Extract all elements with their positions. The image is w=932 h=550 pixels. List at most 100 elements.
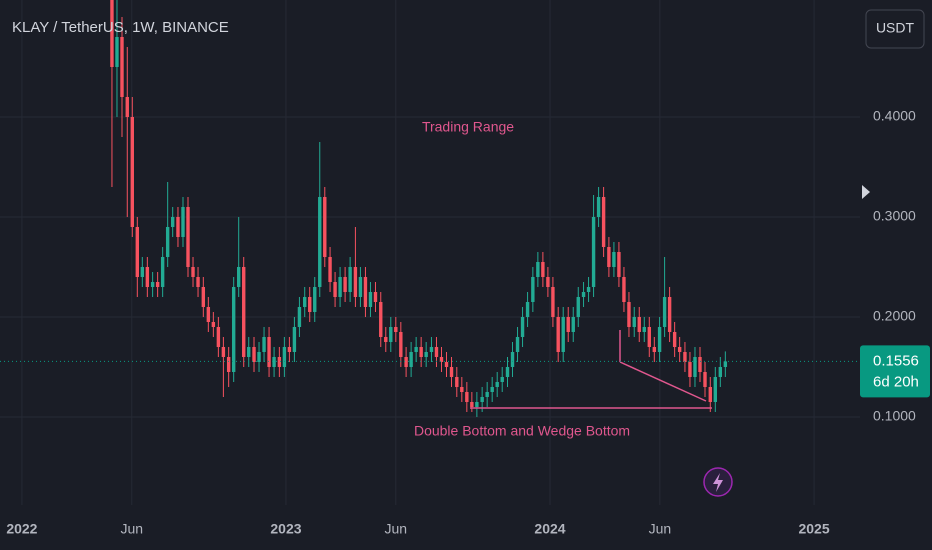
candle-body bbox=[414, 347, 418, 352]
candle-body bbox=[231, 287, 236, 372]
candle-body bbox=[358, 277, 363, 297]
scroll-arrow[interactable] bbox=[862, 185, 870, 199]
candle-body bbox=[612, 252, 616, 267]
candle-body bbox=[333, 282, 337, 297]
x-tick-label: 2025 bbox=[798, 521, 829, 537]
candle-body bbox=[536, 262, 540, 277]
x-tick-label: Jun bbox=[385, 521, 408, 537]
candle-body bbox=[130, 117, 134, 227]
candle-body bbox=[303, 297, 307, 307]
candle-body bbox=[125, 97, 129, 117]
candle-body bbox=[348, 267, 352, 292]
candle-body bbox=[546, 277, 550, 287]
candle-body bbox=[262, 337, 266, 352]
candle-body bbox=[470, 402, 474, 407]
candle-body bbox=[191, 267, 195, 277]
candle-body bbox=[389, 327, 393, 342]
candle-body bbox=[439, 357, 444, 362]
candle-body bbox=[708, 387, 712, 402]
candle-body bbox=[713, 377, 718, 402]
candle-body bbox=[677, 347, 682, 352]
candle-body bbox=[267, 337, 271, 367]
candle-body bbox=[571, 317, 575, 332]
candle-body bbox=[150, 282, 155, 287]
candle-body bbox=[353, 267, 358, 297]
candle-body bbox=[652, 347, 657, 352]
candle-body bbox=[434, 347, 439, 357]
candle-body bbox=[520, 317, 525, 337]
candle-body bbox=[419, 347, 423, 357]
annotation: Double Bottom and Wedge Bottom bbox=[414, 423, 630, 439]
candle-body bbox=[252, 347, 256, 362]
x-tick-label: 2024 bbox=[534, 521, 565, 537]
candle-body bbox=[551, 287, 555, 317]
candle-body bbox=[703, 372, 707, 387]
x-tick-label: 2022 bbox=[6, 521, 37, 537]
candle-body bbox=[318, 197, 322, 287]
candle-body bbox=[110, 0, 114, 67]
candle-body bbox=[637, 317, 641, 332]
candle-body bbox=[601, 197, 606, 247]
alert-bolt bbox=[713, 473, 723, 492]
candle-body bbox=[394, 327, 398, 332]
x-tick-label: Jun bbox=[649, 521, 672, 537]
candle-body bbox=[409, 352, 413, 367]
candle-body bbox=[485, 392, 489, 397]
candle-body bbox=[576, 297, 580, 317]
candle-body bbox=[718, 367, 723, 377]
candle-body bbox=[672, 332, 677, 347]
currency-label[interactable]: USDT bbox=[876, 20, 915, 36]
candle-body bbox=[277, 357, 282, 367]
candle-body bbox=[257, 352, 261, 362]
candle-body bbox=[460, 387, 464, 392]
candles bbox=[110, 0, 728, 417]
candle-body bbox=[221, 347, 226, 357]
candle-body bbox=[586, 287, 591, 292]
candle-body bbox=[607, 247, 611, 267]
candle-body bbox=[617, 252, 621, 277]
candle-body bbox=[115, 37, 119, 67]
candle-body bbox=[490, 387, 494, 392]
annotation: Trading Range bbox=[422, 119, 514, 135]
candle-body bbox=[627, 302, 631, 327]
candle-body bbox=[211, 322, 216, 327]
candle-body bbox=[657, 327, 662, 352]
candle-body bbox=[404, 357, 408, 367]
candle-body bbox=[242, 267, 246, 357]
grid bbox=[0, 0, 860, 505]
candle-body bbox=[379, 302, 383, 337]
candle-body bbox=[247, 347, 251, 357]
candle-body bbox=[495, 382, 499, 387]
countdown-label: 6d 20h bbox=[873, 373, 919, 390]
candle-body bbox=[449, 367, 454, 377]
candle-body bbox=[170, 217, 175, 227]
candle-body bbox=[622, 277, 626, 302]
candle-body bbox=[373, 292, 378, 302]
candle-body bbox=[135, 227, 140, 277]
candle-body bbox=[145, 267, 150, 287]
candle-body bbox=[683, 352, 687, 362]
candle-body bbox=[282, 347, 287, 367]
candle-body bbox=[308, 297, 312, 312]
candle-body bbox=[444, 362, 449, 367]
last-price-box bbox=[860, 345, 930, 398]
x-tick-label: Jun bbox=[120, 521, 143, 537]
x-tick-label: 2023 bbox=[270, 521, 301, 537]
candle-body bbox=[505, 367, 510, 377]
wedge-line bbox=[619, 361, 707, 402]
candle-body bbox=[531, 277, 535, 302]
candle-body bbox=[632, 317, 636, 327]
candle-body bbox=[647, 327, 651, 347]
candle-body bbox=[155, 282, 160, 287]
candle-body bbox=[561, 317, 565, 352]
candle-body bbox=[662, 297, 667, 327]
candle-body bbox=[596, 197, 601, 217]
candle-body bbox=[181, 207, 185, 237]
currency-button[interactable] bbox=[865, 9, 925, 49]
candle-body bbox=[160, 257, 165, 287]
candle-body bbox=[566, 317, 570, 332]
candle-body bbox=[272, 357, 276, 367]
